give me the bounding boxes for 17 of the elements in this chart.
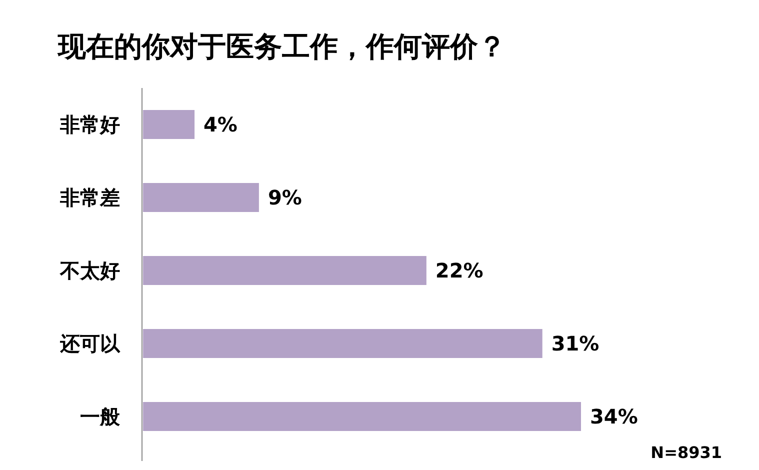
y-tick-label: 非常差 [59, 186, 120, 210]
y-tick-label: 一般 [80, 404, 121, 428]
data-label: 34% [590, 404, 638, 428]
bar [143, 402, 581, 431]
chart-title: 现在的你对于医务工作，作何评价？ [57, 30, 506, 63]
y-tick-label: 还可以 [59, 332, 121, 356]
bar [143, 183, 259, 212]
bar [143, 329, 542, 358]
bar [143, 110, 195, 139]
y-tick-label: 不太好 [59, 258, 120, 282]
bar [143, 256, 426, 285]
y-tick-label: 非常好 [59, 112, 120, 136]
data-label: 22% [435, 258, 484, 282]
data-label: 31% [551, 332, 600, 356]
data-label: 9% [268, 186, 302, 210]
data-label: 4% [204, 112, 238, 136]
text: N=8931 [650, 443, 722, 462]
